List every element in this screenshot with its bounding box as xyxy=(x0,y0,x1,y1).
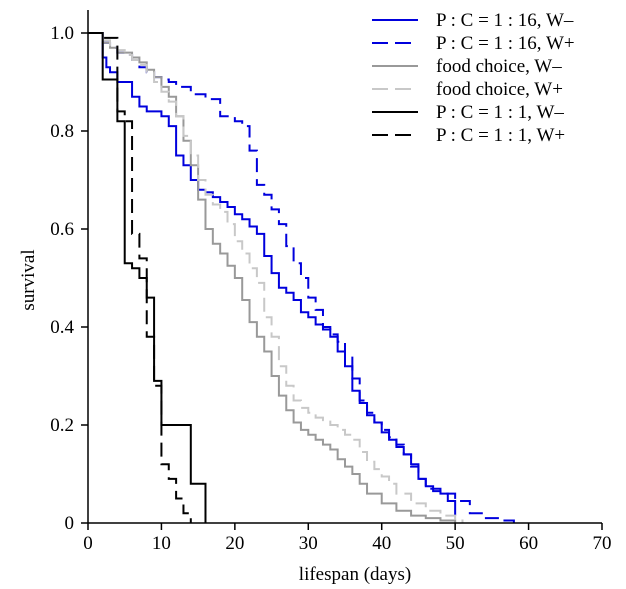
y-tick-label: 1.0 xyxy=(50,23,74,44)
x-tick-label: 20 xyxy=(225,533,244,554)
legend-label-2: P : C = 1 : 16, W+ xyxy=(436,33,575,54)
y-tick-label: 0 xyxy=(65,513,75,534)
legend-label-3: food choice, W– xyxy=(436,56,562,77)
series-line-1 xyxy=(88,32,457,516)
y-tick-label: 0.4 xyxy=(50,317,74,338)
x-tick-label: 30 xyxy=(299,533,318,554)
legend-label-5: P : C = 1 : 1, W– xyxy=(436,102,564,123)
x-tick-label: 70 xyxy=(593,533,612,554)
x-tick-label: 10 xyxy=(152,533,171,554)
y-tick-label: 0.2 xyxy=(50,415,74,436)
x-axis-title: lifespan (days) xyxy=(299,564,411,584)
series-layer xyxy=(88,32,515,523)
ticks-layer: 0 10 20 30 40 50 60 70 0 0.2 0.4 0.6 0.8 1.0 xyxy=(50,23,611,554)
x-tick-label: 40 xyxy=(372,533,391,554)
y-tick-label: 0.6 xyxy=(50,219,74,240)
legend-label-6: P : C = 1 : 1, W+ xyxy=(436,125,565,146)
x-tick-label: 0 xyxy=(83,533,93,554)
x-tick-label: 60 xyxy=(519,533,538,554)
series-line-4 xyxy=(88,32,464,523)
legend: P : C = 1 : 16, W–P : C = 1 : 16, W+food… xyxy=(372,10,575,146)
series-line-6 xyxy=(88,32,192,523)
y-tick-label: 0.8 xyxy=(50,121,74,142)
legend-label-1: P : C = 1 : 16, W– xyxy=(436,10,574,31)
x-tick-label: 50 xyxy=(446,533,465,554)
axes-layer xyxy=(87,10,602,524)
legend-label-4: food choice, W+ xyxy=(436,79,563,100)
y-axis-title: survival xyxy=(18,249,39,310)
